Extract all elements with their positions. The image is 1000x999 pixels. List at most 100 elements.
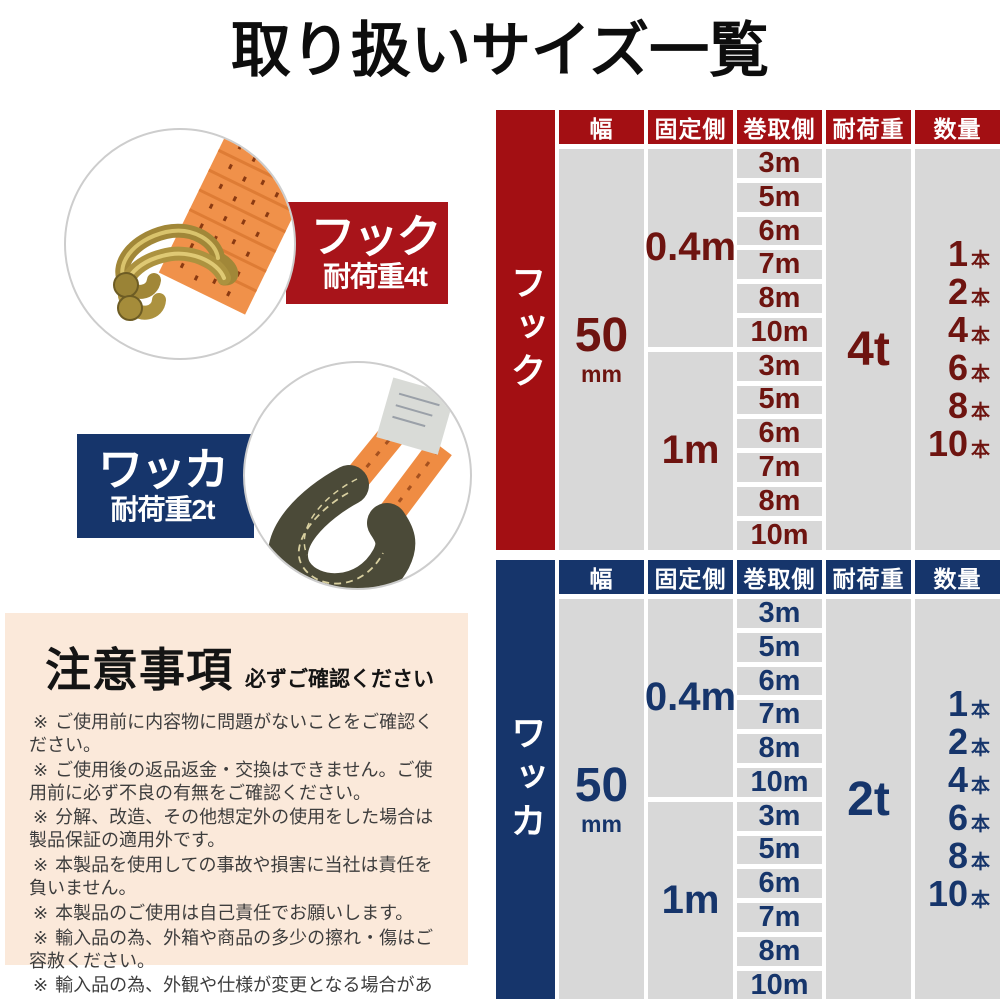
loop-strap-photo [243,361,472,590]
note-item: ※ 輸入品の為、外箱や商品の多少の擦れ・傷はご容赦ください。 [29,927,448,973]
winding-length-cell: 10m [737,969,822,999]
winding-length-cell: 8m [737,935,822,967]
wakka-label-capacity: 耐荷重2t [110,494,216,526]
note-item: ※ 本製品を使用しての事故や損害に当社は責任を負いません。 [29,854,448,900]
load-capacity-cell: 4t [826,149,911,550]
note-text: 輸入品の為、外観や仕様が変更となる場合があります。 [29,975,433,999]
note-text: ご使用前に内容物に問題がないことをご確認ください。 [29,712,434,755]
winding-length-cell: 5m [737,833,822,865]
winding-length-cell: 7m [737,451,822,483]
notes-header: 注意事項 必ずご確認ください [29,647,448,693]
winding-length-cell: 10m [737,766,822,798]
winding-length-cell: 3m [737,147,822,179]
table-row-header-label: フック [505,263,547,396]
loop-strap-illustration [267,377,455,588]
winding-length-cell: 3m [737,597,822,629]
load-capacity-cell: 2t [826,599,911,999]
column-header-winding-side: 巻取側 [737,110,822,144]
column-header-width: 幅 [559,110,644,144]
hook-strap-illustration [113,130,294,321]
fixed-side-cell: 0.4m [645,599,736,797]
note-item: ※ ご使用前に内容物に問題がないことをご確認ください。 [29,711,448,757]
winding-length-cell: 6m [737,417,822,449]
table-row-header-hook: フック [496,110,555,550]
table-row-header-label: ワッカ [505,713,547,846]
column-header-load-capacity: 耐荷重 [826,110,911,144]
winding-length-cell: 3m [737,800,822,832]
page-title: 取り扱いサイズ一覧 [230,17,770,84]
notes-list: ※ ご使用前に内容物に問題がないことをご確認ください。 ※ ご使用後の返品返金・交換… [29,711,448,999]
width-value: 50 [574,309,629,363]
winding-length-cell: 6m [737,867,822,899]
winding-length-cell: 8m [737,485,822,517]
winding-length-cell: 7m [737,901,822,933]
size-table-wakka: ワッカ 幅 固定側 巻取側 耐荷重 数量 50 mm 0.4m 1m 3m 5m… [496,560,1000,999]
column-header-load-capacity: 耐荷重 [826,560,911,594]
note-item: ※ 本製品のご使用は自己責任でお願いします。 [29,902,448,925]
width-unit: mm [581,811,622,838]
notes-subtitle: 必ずご確認ください [245,668,434,691]
column-header-fixed-side: 固定側 [648,560,733,594]
width-cell: 50 mm [559,149,644,550]
width-value: 50 [574,759,629,813]
note-text: 分解、改造、その他想定外の使用をした場合は製品保証の適用外です。 [29,807,434,851]
wakka-label-name: ワッカ [97,443,229,495]
quantity-item: 10 本 [927,873,990,915]
hook-label: フック 耐荷重4t [286,202,448,304]
note-text: ご使用後の返品返金・交換はできません。ご使用前に必ず不良の有無をご確認ください。 [29,759,433,803]
column-header-width: 幅 [559,560,644,594]
winding-length-cell: 10m [737,316,822,348]
hook-label-capacity: 耐荷重4t [323,261,428,293]
winding-length-cell: 7m [737,698,822,730]
column-header-winding-side: 巻取側 [737,560,822,594]
note-marker: ※ [33,759,49,780]
winding-length-cell: 6m [737,665,822,697]
note-text: 本製品のご使用は自己責任でお願いします。 [55,902,414,923]
hook-photo [64,128,296,360]
width-unit: mm [581,361,622,388]
winding-length-cell: 8m [737,732,822,764]
fixed-side-cell: 1m [648,351,733,550]
width-cell: 50 mm [559,599,644,999]
winding-length-cell: 10m [737,519,822,551]
quantity-item: 10 本 [927,423,990,465]
column-header-fixed-side: 固定側 [648,110,733,144]
note-marker: ※ [33,975,49,996]
winding-length-cell: 7m [737,248,822,280]
fixed-side-cell: 1m [648,801,733,999]
winding-length-cell: 8m [737,282,822,314]
column-header-quantity: 数量 [915,110,1000,144]
note-text: 本製品を使用しての事故や損害に当社は責任を負いません。 [29,855,433,899]
winding-length-cell: 5m [737,383,822,415]
wakka-label: ワッカ 耐荷重2t [77,434,254,538]
note-marker: ※ [33,712,49,732]
note-item: ※ 分解、改造、その他想定外の使用をした場合は製品保証の適用外です。 [29,806,448,852]
note-marker: ※ [33,927,49,948]
note-text: 輸入品の為、外箱や商品の多少の擦れ・傷はご容赦ください。 [29,927,434,971]
note-marker: ※ [33,902,49,923]
winding-length-cell: 5m [737,631,822,663]
hook-label-name: フック [310,210,441,262]
size-table-hook: フック 幅 固定側 巻取側 耐荷重 数量 50 mm 0.4m 1m 3m 5m… [496,110,1000,551]
note-item: ※輸入品の為、外観や仕様が変更となる場合があります。 [29,974,448,999]
column-header-quantity: 数量 [915,560,1000,594]
fixed-side-cell: 0.4m [645,149,736,347]
winding-length-cell: 3m [737,350,822,382]
winding-length-cell: 6m [737,215,822,247]
notes-title: 注意事項 [45,644,233,696]
note-marker: ※ [33,855,49,876]
notes-panel: 注意事項 必ずご確認ください ※ ご使用前に内容物に問題がないことをご確認ください… [5,613,468,999]
table-row-header-wakka: ワッカ [496,560,555,999]
note-item: ※ ご使用後の返品返金・交換はできません。ご使用前に必ず不良の有無をご確認ください… [29,759,448,805]
